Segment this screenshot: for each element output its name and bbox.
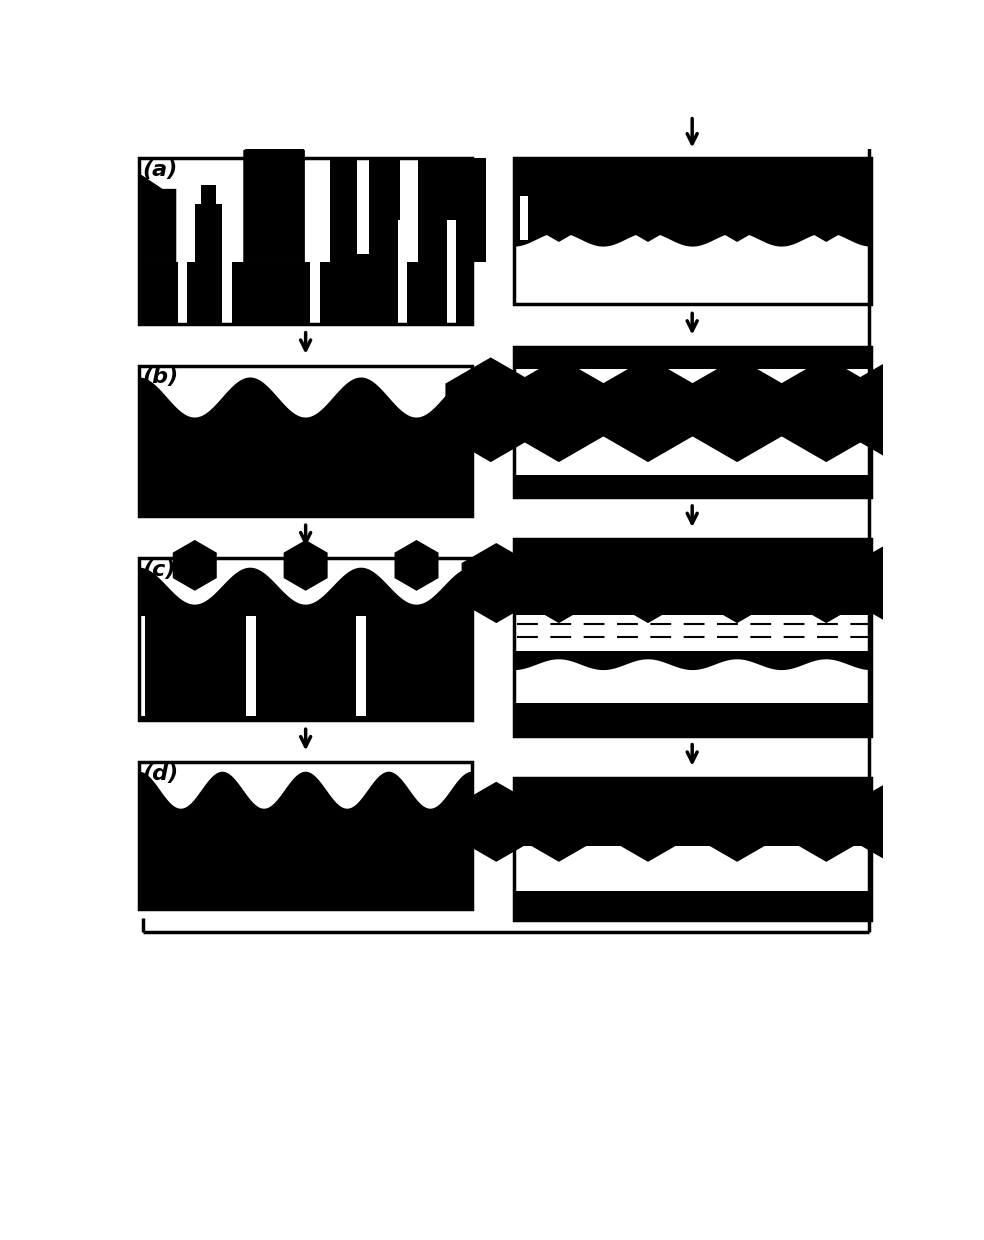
Polygon shape — [703, 162, 771, 242]
Polygon shape — [140, 174, 176, 262]
Text: (b): (b) — [143, 367, 178, 387]
Text: (a): (a) — [143, 160, 178, 180]
Polygon shape — [283, 539, 328, 590]
Bar — [222, 219, 231, 324]
Bar — [515, 157, 871, 304]
Bar — [195, 205, 221, 262]
Bar — [140, 157, 472, 262]
Polygon shape — [781, 357, 872, 463]
Polygon shape — [613, 162, 683, 242]
Polygon shape — [524, 781, 593, 862]
Bar — [447, 219, 456, 324]
Bar — [201, 185, 216, 205]
Polygon shape — [173, 539, 216, 590]
Polygon shape — [703, 781, 771, 862]
Text: (g): (g) — [518, 541, 554, 560]
Bar — [515, 847, 871, 892]
Bar — [515, 475, 871, 497]
Text: (h): (h) — [518, 780, 554, 800]
Polygon shape — [602, 357, 694, 463]
Bar — [140, 157, 472, 324]
Polygon shape — [461, 781, 531, 862]
Bar — [515, 777, 871, 920]
Bar — [331, 157, 400, 262]
Bar — [140, 366, 472, 516]
Polygon shape — [791, 162, 861, 242]
Bar — [310, 219, 320, 324]
Polygon shape — [514, 357, 604, 463]
Polygon shape — [854, 781, 924, 862]
Text: (f): (f) — [518, 348, 547, 368]
Bar — [515, 777, 871, 920]
Polygon shape — [613, 781, 683, 862]
Polygon shape — [849, 357, 940, 463]
Polygon shape — [515, 455, 871, 489]
Bar — [515, 157, 871, 304]
Bar — [140, 763, 472, 909]
Polygon shape — [243, 135, 305, 262]
Bar — [515, 470, 871, 497]
Bar — [140, 763, 472, 909]
Bar — [140, 558, 472, 720]
Polygon shape — [524, 162, 593, 242]
Bar — [399, 219, 407, 324]
Text: (e): (e) — [518, 160, 553, 180]
Bar — [357, 154, 369, 254]
Bar — [515, 539, 871, 735]
Bar — [515, 347, 871, 497]
Polygon shape — [703, 543, 771, 624]
Polygon shape — [791, 781, 861, 862]
Bar — [515, 539, 871, 735]
Polygon shape — [461, 543, 531, 624]
Bar — [515, 703, 871, 735]
Bar — [515, 892, 871, 920]
Text: (c): (c) — [143, 560, 176, 580]
Bar — [515, 347, 871, 497]
Polygon shape — [854, 543, 924, 624]
Polygon shape — [791, 543, 861, 624]
Bar — [178, 219, 187, 324]
Bar — [515, 615, 871, 651]
Polygon shape — [515, 233, 871, 304]
Bar — [356, 616, 366, 717]
Bar — [140, 558, 472, 720]
Polygon shape — [613, 543, 683, 624]
Polygon shape — [692, 357, 782, 463]
Bar — [140, 366, 472, 516]
Bar — [515, 368, 871, 481]
Bar — [246, 616, 256, 717]
Bar — [521, 196, 528, 239]
Polygon shape — [140, 554, 472, 605]
Bar — [140, 157, 472, 324]
Bar — [140, 616, 146, 717]
Polygon shape — [395, 539, 439, 590]
Bar — [418, 157, 486, 262]
Polygon shape — [140, 362, 472, 418]
Polygon shape — [446, 357, 536, 463]
Polygon shape — [140, 759, 472, 808]
Polygon shape — [524, 543, 593, 624]
Polygon shape — [515, 660, 871, 735]
Text: (d): (d) — [143, 764, 178, 784]
